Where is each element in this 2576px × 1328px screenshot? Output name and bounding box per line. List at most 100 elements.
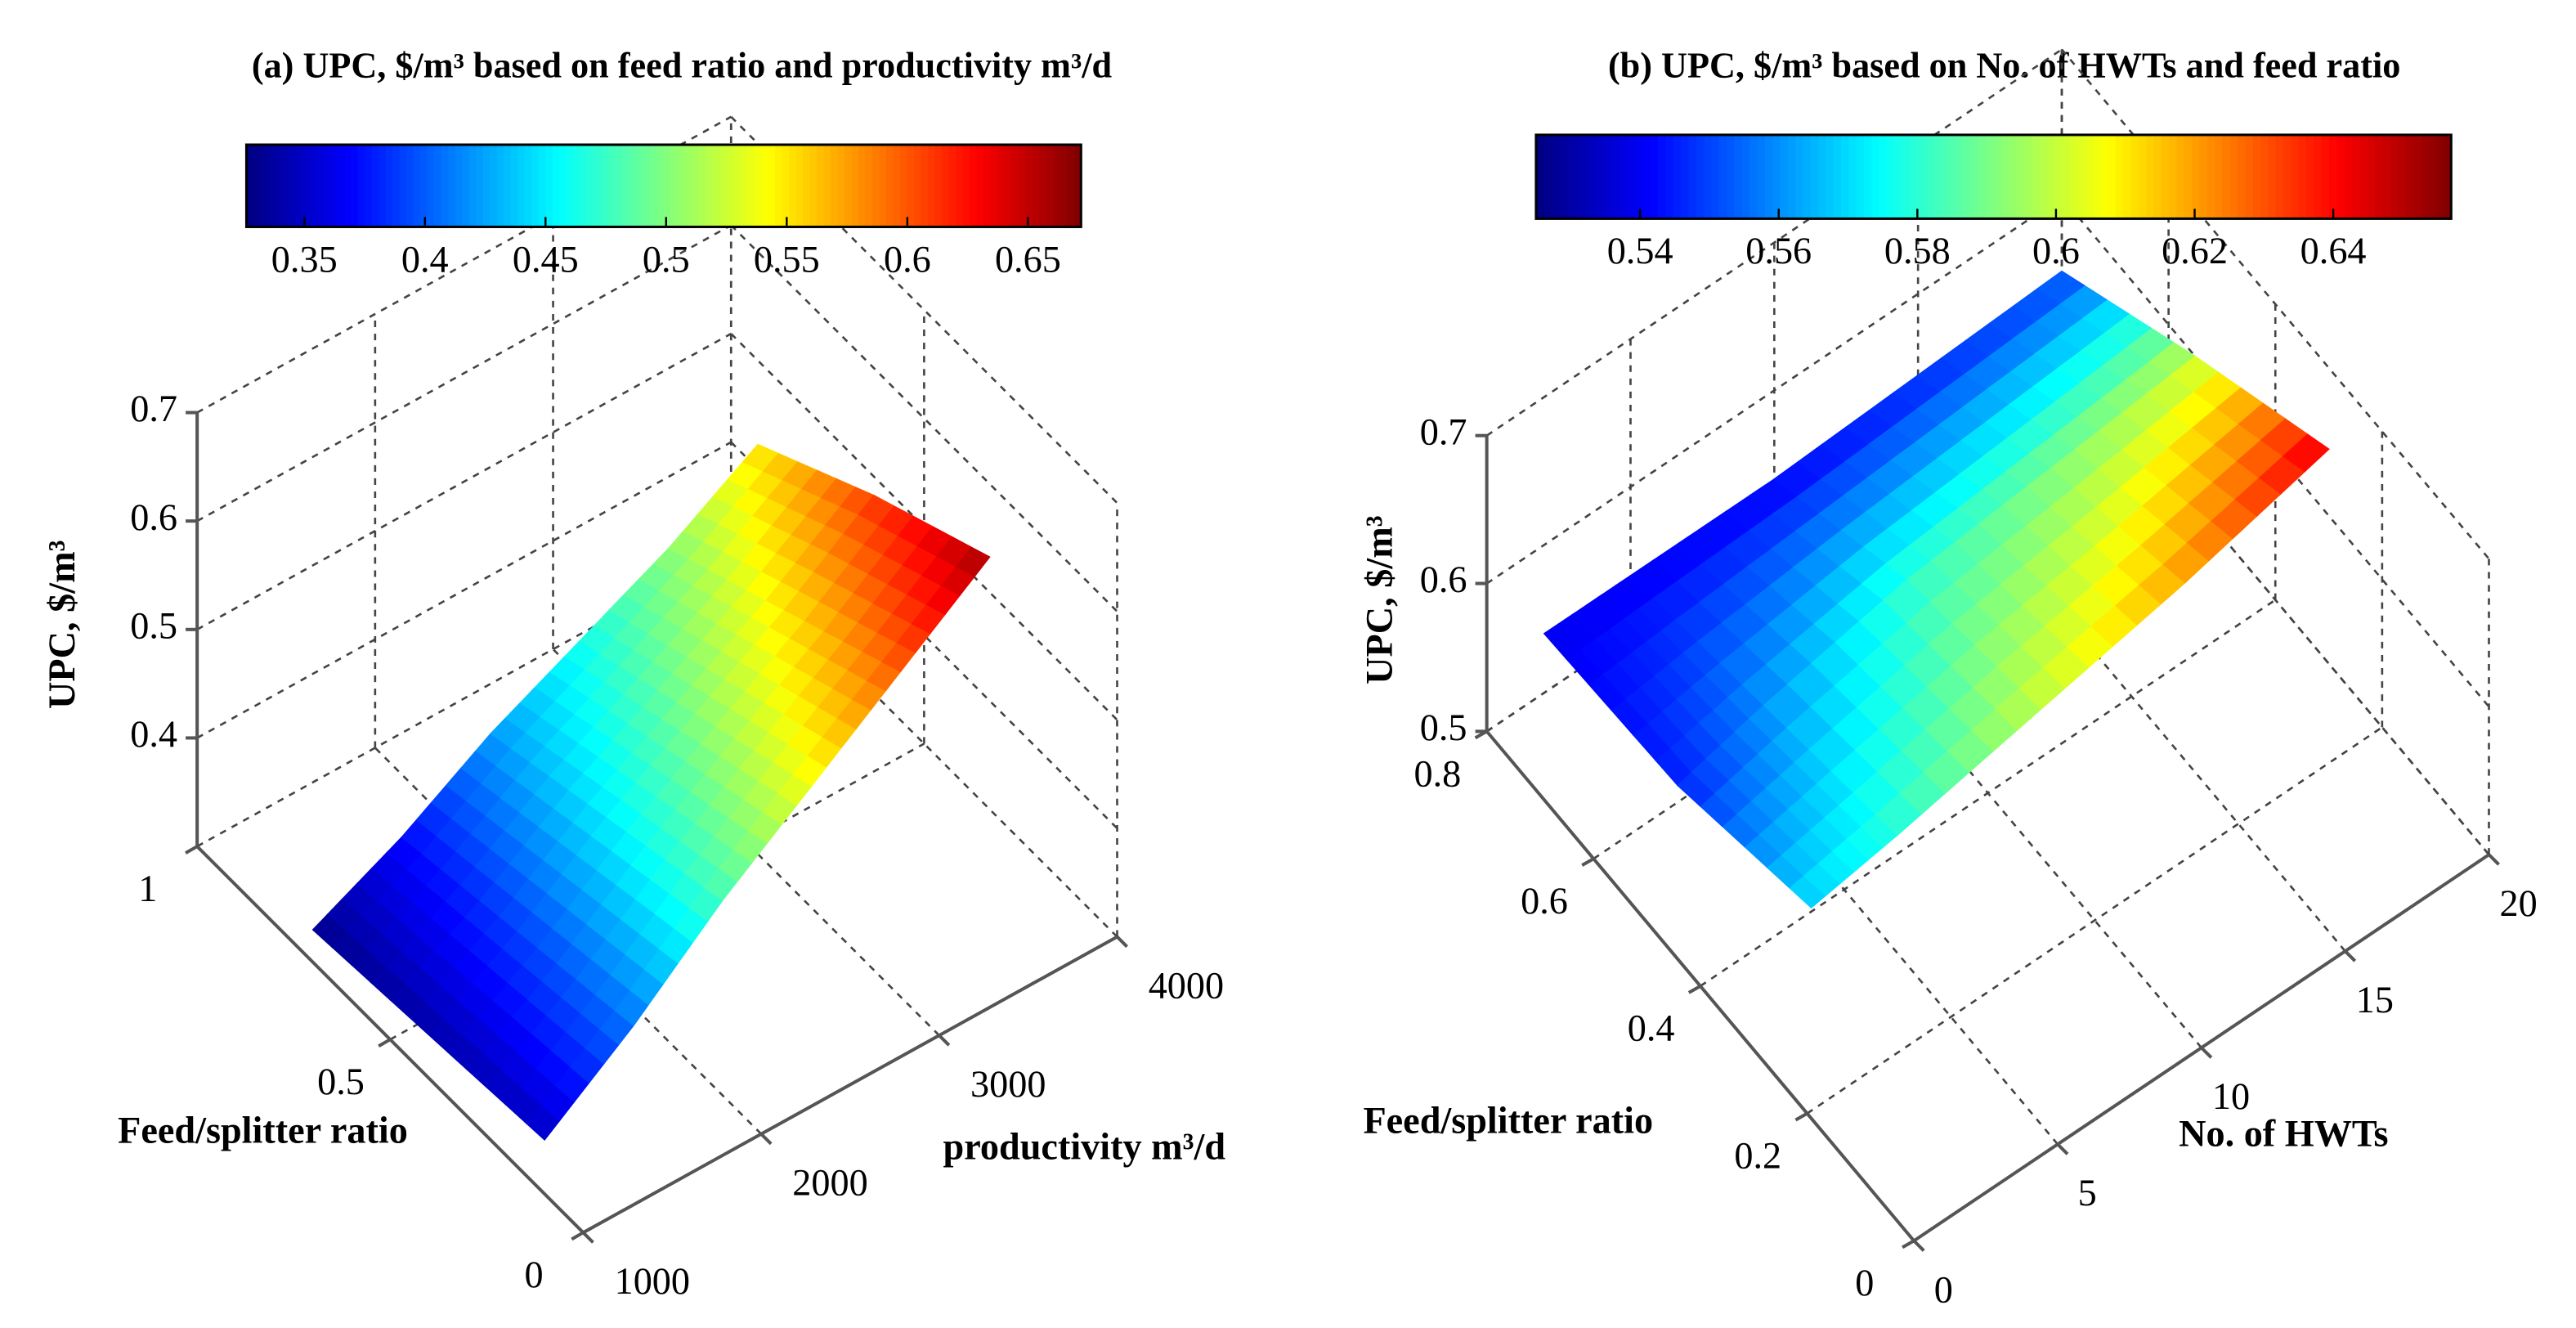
x-tick-label: 15 xyxy=(2356,979,2394,1021)
colorbar-segment xyxy=(1060,144,1068,227)
colorbar-segment xyxy=(2359,134,2368,219)
colorbar-segment xyxy=(337,144,345,227)
chart: (a) UPC, $/m³ based on feed ratio and pr… xyxy=(41,46,1225,1303)
colorbar-segment xyxy=(970,144,978,227)
colorbar-segment xyxy=(490,144,498,227)
colorbar-segment xyxy=(719,144,728,227)
colorbar-segment xyxy=(2443,134,2453,219)
x-tick-label: 5 xyxy=(2078,1172,2097,1214)
colorbar-segment xyxy=(817,144,825,227)
colorbar-segment xyxy=(1665,134,1675,219)
colorbar-segment xyxy=(1597,134,1606,219)
colorbar-segment xyxy=(2329,134,2338,219)
colorbar-segment xyxy=(746,144,755,227)
colorbar-tick-label: 0.35 xyxy=(271,238,338,280)
colorbar-segment xyxy=(2123,134,2132,219)
surface-patch xyxy=(2170,355,2219,393)
surface-patch xyxy=(858,494,894,526)
colorbar-segment xyxy=(844,144,853,227)
tick-mark xyxy=(759,1133,773,1146)
y-tick-label: 1 xyxy=(138,868,157,909)
colorbar-segment xyxy=(2199,134,2208,219)
colorbar-segment xyxy=(1947,134,1957,219)
x-tick-label: 1000 xyxy=(615,1260,690,1302)
colorbar-segment xyxy=(934,144,943,227)
colorbar-segment xyxy=(1551,134,1561,219)
colorbar-segment xyxy=(2374,134,2384,219)
colorbar-segment xyxy=(1704,134,1713,219)
y-axis-label: Feed/splitter ratio xyxy=(118,1109,408,1151)
colorbar-segment xyxy=(1688,134,1698,219)
colorbar-segment xyxy=(803,144,811,227)
colorbar-segment xyxy=(2435,134,2445,219)
colorbar-tick-label: 0.6 xyxy=(884,238,931,280)
colorbar-segment xyxy=(809,144,818,227)
colorbar-segment xyxy=(1910,134,1919,219)
colorbar-segment xyxy=(531,144,540,227)
colorbar-segment xyxy=(1727,134,1736,219)
colorbar-segment xyxy=(1650,134,1660,219)
colorbar-segment xyxy=(726,144,735,227)
colorbar-tick-label: 0.62 xyxy=(2162,230,2228,271)
colorbar-segment xyxy=(1749,134,1758,219)
colorbar-segment xyxy=(893,144,902,227)
colorbar-segment xyxy=(914,144,922,227)
colorbar-segment xyxy=(948,144,957,227)
colorbar-segment xyxy=(684,144,693,227)
colorbar-segment xyxy=(1887,134,1896,219)
tick-mark xyxy=(581,1231,594,1244)
colorbar-segment xyxy=(670,144,679,227)
colorbar-segment xyxy=(2130,134,2140,219)
colorbar-segment xyxy=(280,144,289,227)
colorbar-segment xyxy=(928,144,936,227)
grid-line xyxy=(1485,196,2063,585)
colorbar-segment xyxy=(1924,134,1934,219)
y-tick-label: 0.8 xyxy=(1413,752,1461,794)
colorbar-segment xyxy=(1803,134,1812,219)
colorbar-segment xyxy=(2153,134,2163,219)
tick-mark xyxy=(2488,853,2500,866)
colorbar-segment xyxy=(990,144,999,227)
colorbar-segment xyxy=(1757,134,1766,219)
tick-mark xyxy=(1116,935,1128,949)
colorbar-segment xyxy=(1917,134,1926,219)
colorbar-segment xyxy=(2039,134,2049,219)
colorbar-segment xyxy=(573,144,581,227)
colorbar-segment xyxy=(698,144,707,227)
colorbar-segment xyxy=(594,144,603,227)
colorbar-segment xyxy=(462,144,470,227)
colorbar-segment xyxy=(2397,134,2407,219)
colorbar-segment xyxy=(2100,134,2109,219)
chart-title: (a) UPC, $/m³ based on feed ratio and pr… xyxy=(252,46,1113,86)
colorbar-segment xyxy=(795,144,804,227)
colorbar-segment xyxy=(788,144,797,227)
colorbar-segment xyxy=(294,144,303,227)
colorbar-segment xyxy=(2054,134,2063,219)
colorbar-segment xyxy=(1993,134,2003,219)
colorbar-segment xyxy=(2420,134,2430,219)
colorbar-segment xyxy=(427,144,436,227)
colorbar-segment xyxy=(329,144,338,227)
colorbar-segment xyxy=(886,144,894,227)
colorbar-segment xyxy=(1046,144,1055,227)
colorbar-segment xyxy=(782,144,791,227)
colorbar-segment xyxy=(351,144,359,227)
colorbar-segment xyxy=(510,144,519,227)
colorbar-segment xyxy=(406,144,414,227)
colorbar-segment xyxy=(2000,134,2010,219)
colorbar-segment xyxy=(365,144,373,227)
tick-mark xyxy=(2056,1142,2069,1155)
colorbar-segment xyxy=(2321,134,2331,219)
colorbar-segment xyxy=(420,144,428,227)
colorbar-segment xyxy=(2238,134,2247,219)
colorbar-segment xyxy=(2245,134,2254,219)
y-axis xyxy=(195,845,585,1234)
colorbar-segment xyxy=(1032,144,1041,227)
colorbar-segment xyxy=(274,144,283,227)
colorbar-segment xyxy=(587,144,595,227)
colorbar-segment xyxy=(2108,134,2117,219)
colorbar-segment xyxy=(434,144,442,227)
colorbar-segment xyxy=(545,144,553,227)
colorbar-tick-label: 0.65 xyxy=(995,238,1061,280)
colorbar-segment xyxy=(357,144,366,227)
